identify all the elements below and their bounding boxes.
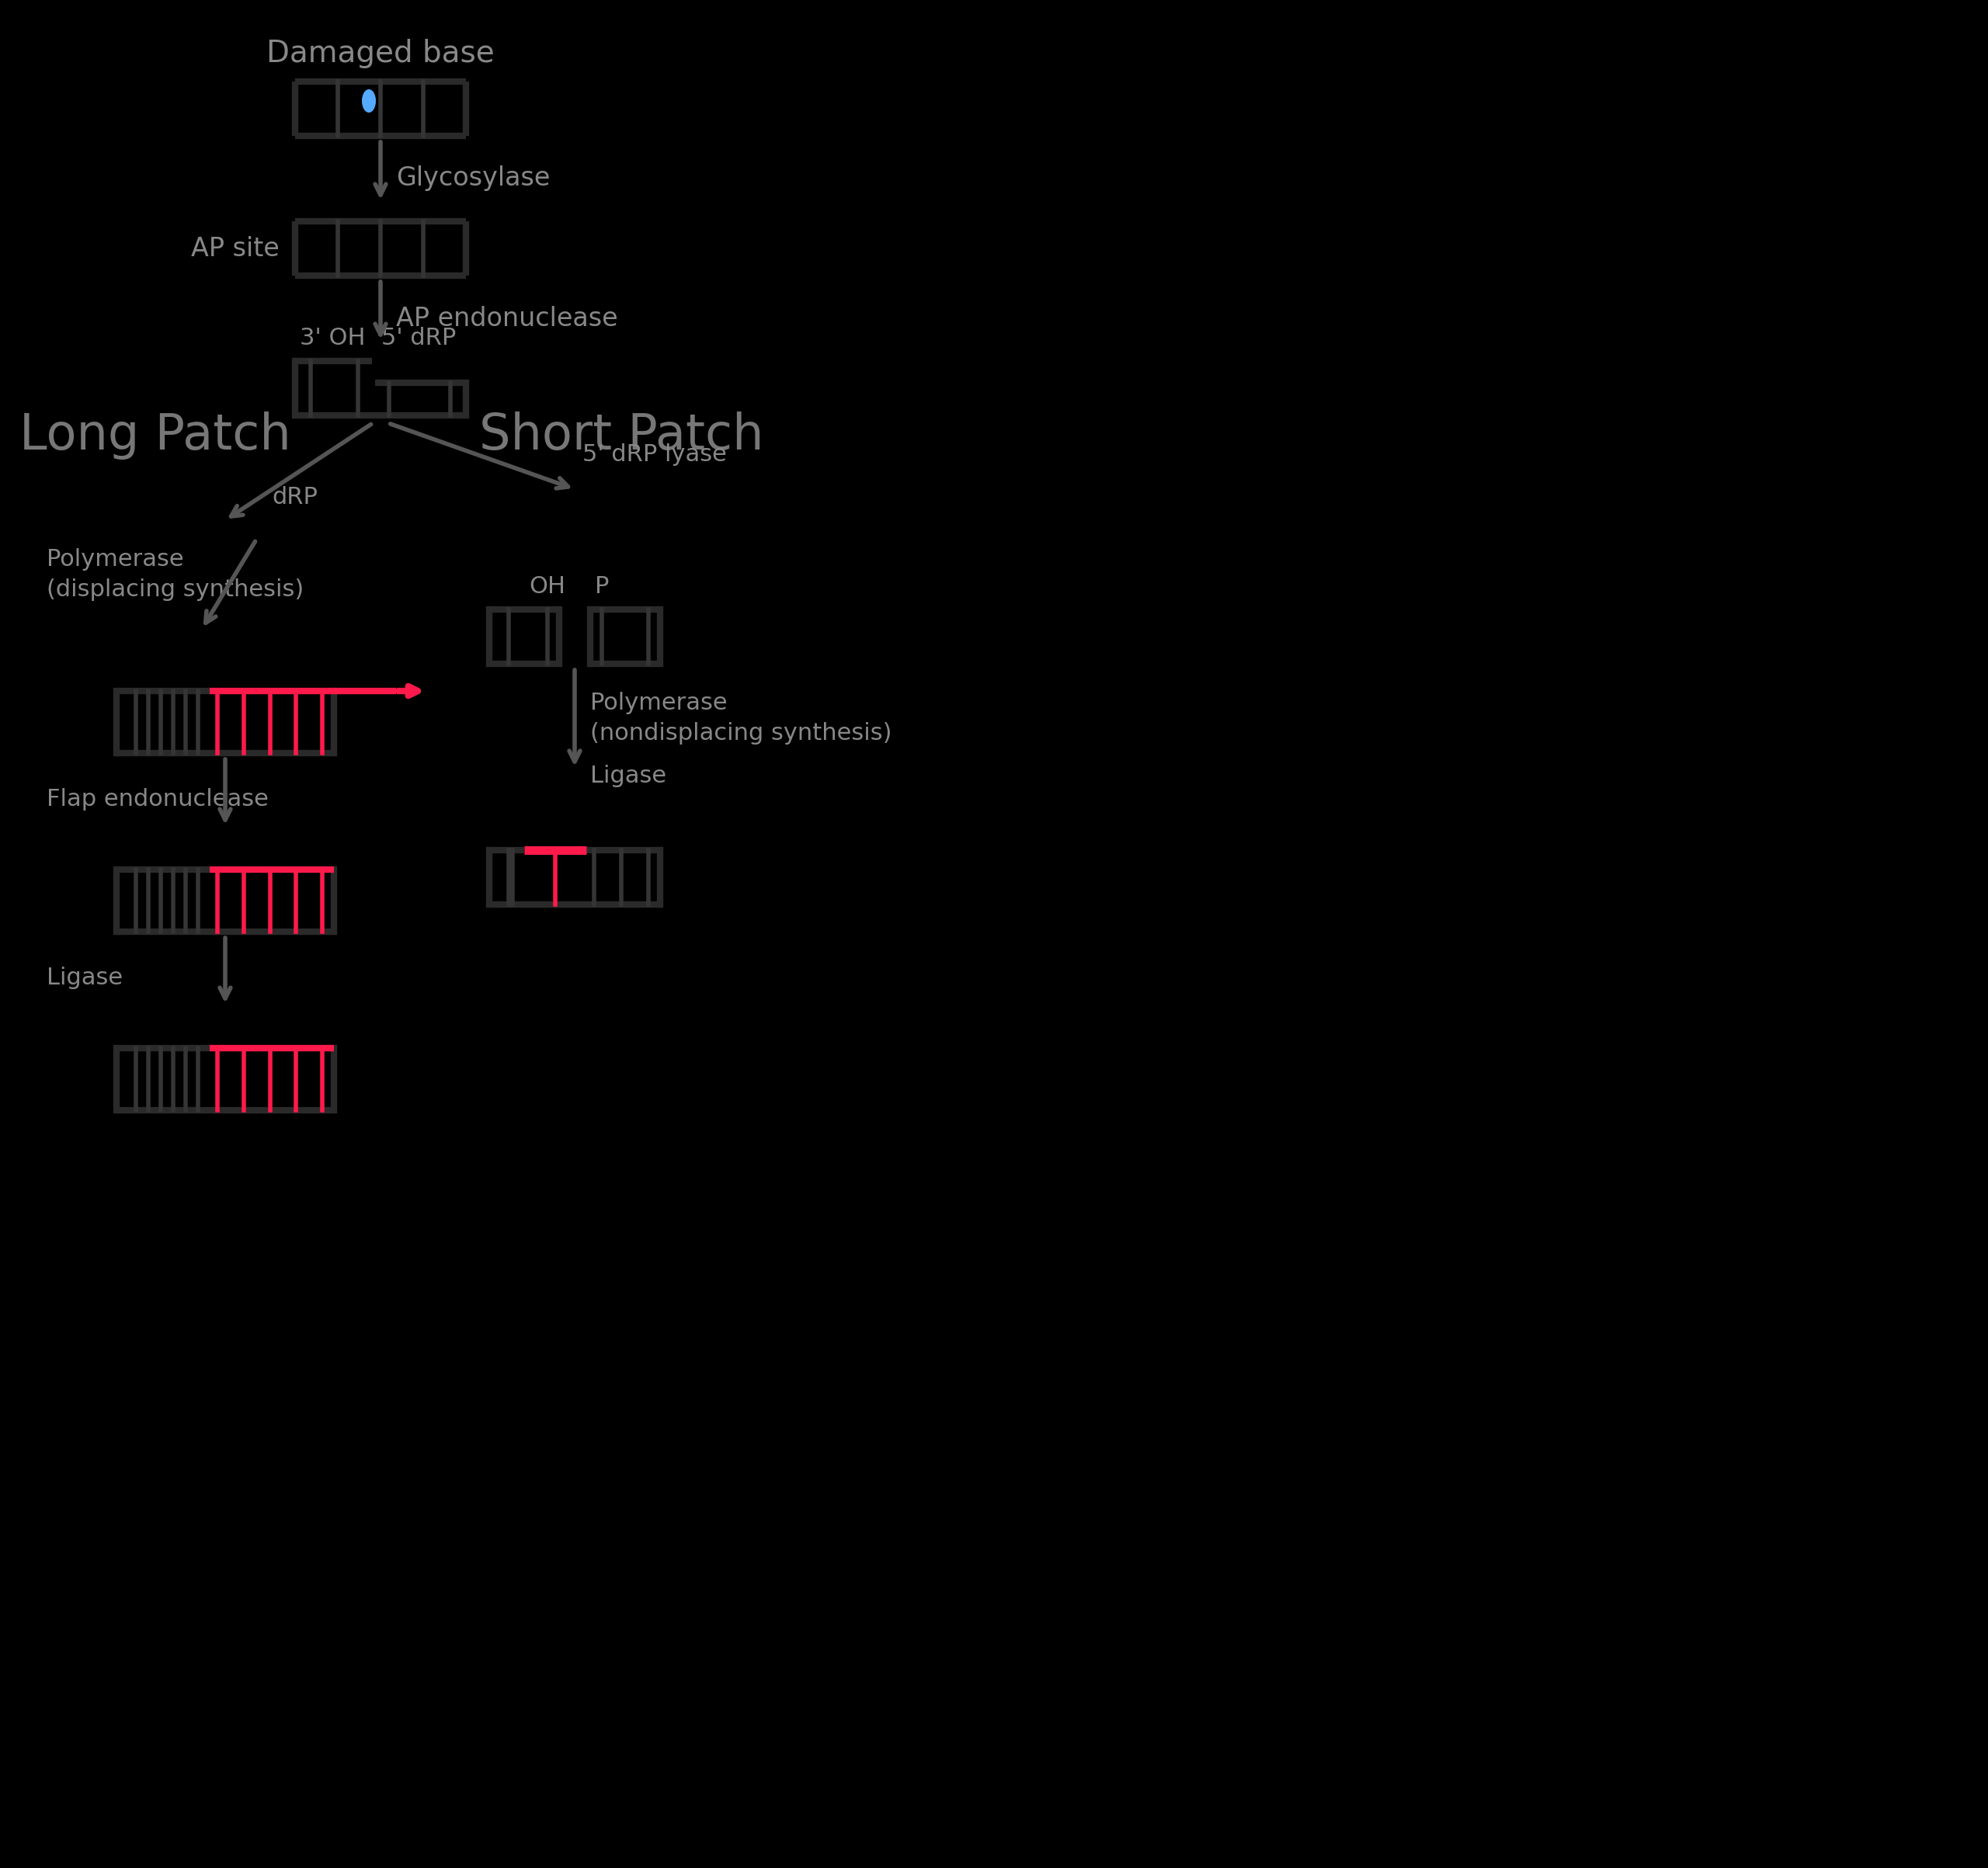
Text: AP site: AP site (191, 235, 280, 262)
Text: Glycosylase: Glycosylase (396, 166, 551, 191)
Text: OH: OH (529, 575, 567, 598)
Text: Ligase: Ligase (590, 766, 666, 788)
Text: AP endonuclease: AP endonuclease (396, 306, 618, 331)
Text: dRP: dRP (272, 486, 318, 508)
Text: Flap endonuclease: Flap endonuclease (46, 788, 268, 811)
Text: 5' dRP: 5' dRP (382, 327, 455, 349)
Text: P: P (594, 575, 608, 598)
Text: Short Patch: Short Patch (479, 411, 763, 460)
Text: Polymerase
(displacing synthesis): Polymerase (displacing synthesis) (46, 549, 304, 601)
Text: Polymerase
(nondisplacing synthesis): Polymerase (nondisplacing synthesis) (590, 691, 893, 743)
Text: 3' OH: 3' OH (300, 327, 366, 349)
Text: 5' dRP lyase: 5' dRP lyase (582, 443, 728, 465)
Ellipse shape (362, 90, 376, 112)
Text: Damaged base: Damaged base (266, 39, 495, 69)
Text: Ligase: Ligase (46, 968, 123, 990)
Text: Long Patch: Long Patch (20, 411, 290, 460)
